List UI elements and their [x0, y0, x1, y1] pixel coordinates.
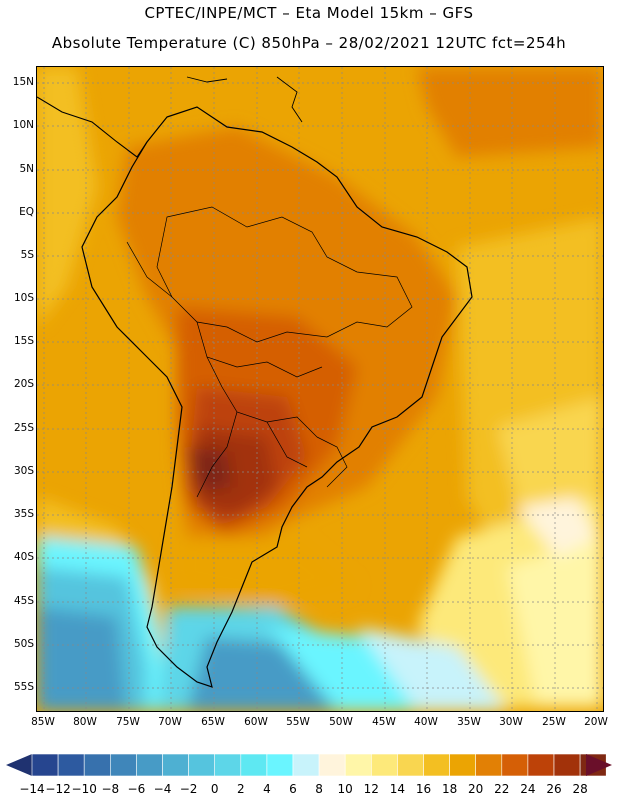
colorbar-tick-label: 12 [363, 782, 379, 796]
colorbar-box [397, 753, 424, 777]
lat-label: EQ [19, 206, 34, 218]
map-title: CPTEC/INPE/MCT – Eta Model 15km – GFS [144, 4, 474, 22]
colorbar-tick-label: 8 [315, 782, 323, 796]
colorbar-tick-label: 18 [441, 782, 458, 796]
colorbar-tick-label: 26 [546, 782, 562, 796]
colorbar-box [214, 753, 242, 777]
colorbar-tick-label: 10 [337, 782, 353, 796]
colorbar-tick-label: 2 [236, 782, 245, 796]
colorbar-tick-label: −10 [71, 782, 97, 796]
colorbar-box [344, 753, 372, 777]
lat-label: 10S [13, 292, 34, 304]
caribbean-islands [186, 76, 228, 83]
lat-label: 50S [13, 638, 34, 650]
colorbar-tick-label: −4 [153, 782, 172, 796]
colorbar-box [553, 753, 581, 777]
colorbar-tick-label: −2 [179, 782, 198, 796]
graticule [37, 67, 603, 711]
colorbar-box [449, 753, 477, 777]
lat-label: 5N [19, 163, 34, 175]
south-america-coastline [81, 106, 473, 688]
colorbar-tick-label: 4 [263, 782, 271, 796]
lon-label: 25W [542, 716, 566, 728]
colorbar-under-arrow [6, 754, 32, 776]
colorbar-box [266, 753, 294, 777]
lon-label: 70W [158, 716, 182, 728]
colorbar-box [31, 753, 59, 777]
colorbar-boxes [31, 753, 607, 777]
lon-label: 30W [499, 716, 523, 728]
colorbar-tick-label: 6 [289, 782, 297, 796]
lesser-antilles [276, 76, 303, 123]
colorbar-tick-label: 20 [468, 782, 484, 796]
lat-label: 10N [12, 119, 34, 131]
colorbar-tick-label: −14 [19, 782, 45, 796]
lon-label: 55W [286, 716, 310, 728]
lat-label: 5S [20, 249, 34, 261]
temperature-map [36, 66, 604, 712]
lat-label: 15S [13, 335, 34, 347]
colorbar-over-arrow [586, 754, 612, 776]
country-borders [126, 206, 413, 498]
lon-label: 50W [329, 716, 353, 728]
lat-label: 25S [13, 422, 34, 434]
colorbar-box [188, 753, 216, 777]
lat-label: 55S [13, 681, 34, 693]
lon-label: 75W [116, 716, 140, 728]
lat-label: 20S [13, 378, 34, 390]
lon-label: 85W [31, 716, 55, 728]
colorbar-box [318, 753, 346, 777]
lat-label: 40S [13, 551, 34, 563]
lon-label: 60W [244, 716, 268, 728]
colorbar-tick-label: 0 [210, 782, 219, 796]
colorbar-box [423, 753, 450, 777]
colorbar [6, 753, 612, 777]
colorbar-box [370, 753, 398, 777]
colorbar-tick-label: −6 [127, 782, 146, 796]
colorbar-tick-label: 22 [494, 782, 510, 796]
colorbar-tick-label: −8 [101, 782, 120, 796]
colorbar-tick-label: 14 [389, 782, 406, 796]
colorbar-box [240, 753, 268, 777]
colorbar-box [162, 753, 189, 777]
temperature-field [37, 67, 603, 711]
colorbar-tick-label: 16 [415, 782, 432, 796]
central-america-coastline [37, 96, 148, 158]
lon-label: 65W [201, 716, 225, 728]
colorbar-tick-label: 24 [520, 782, 536, 796]
lon-label: 45W [372, 716, 396, 728]
field-shading [37, 67, 603, 711]
colorbar-box [527, 753, 555, 777]
lat-label: 15N [12, 76, 34, 88]
colorbar-box [136, 753, 163, 777]
map-subtitle: Absolute Temperature (C) 850hPa – 28/02/… [51, 34, 567, 52]
colorbar-box [501, 753, 529, 777]
lon-label: 40W [414, 716, 438, 728]
lon-label: 20W [584, 716, 608, 728]
lat-label: 30S [13, 465, 34, 477]
lat-label: 35S [13, 508, 34, 520]
colorbar-box [83, 753, 111, 777]
colorbar-box [57, 753, 85, 777]
colorbar-box [292, 753, 320, 777]
colorbar-tick-label: −12 [45, 782, 71, 796]
colorbar-box [475, 753, 503, 777]
lon-label: 80W [73, 716, 97, 728]
lon-label: 35W [457, 716, 481, 728]
colorbar-tick-label: 28 [572, 782, 588, 796]
lat-label: 45S [13, 595, 34, 607]
colorbar-box [110, 753, 137, 777]
